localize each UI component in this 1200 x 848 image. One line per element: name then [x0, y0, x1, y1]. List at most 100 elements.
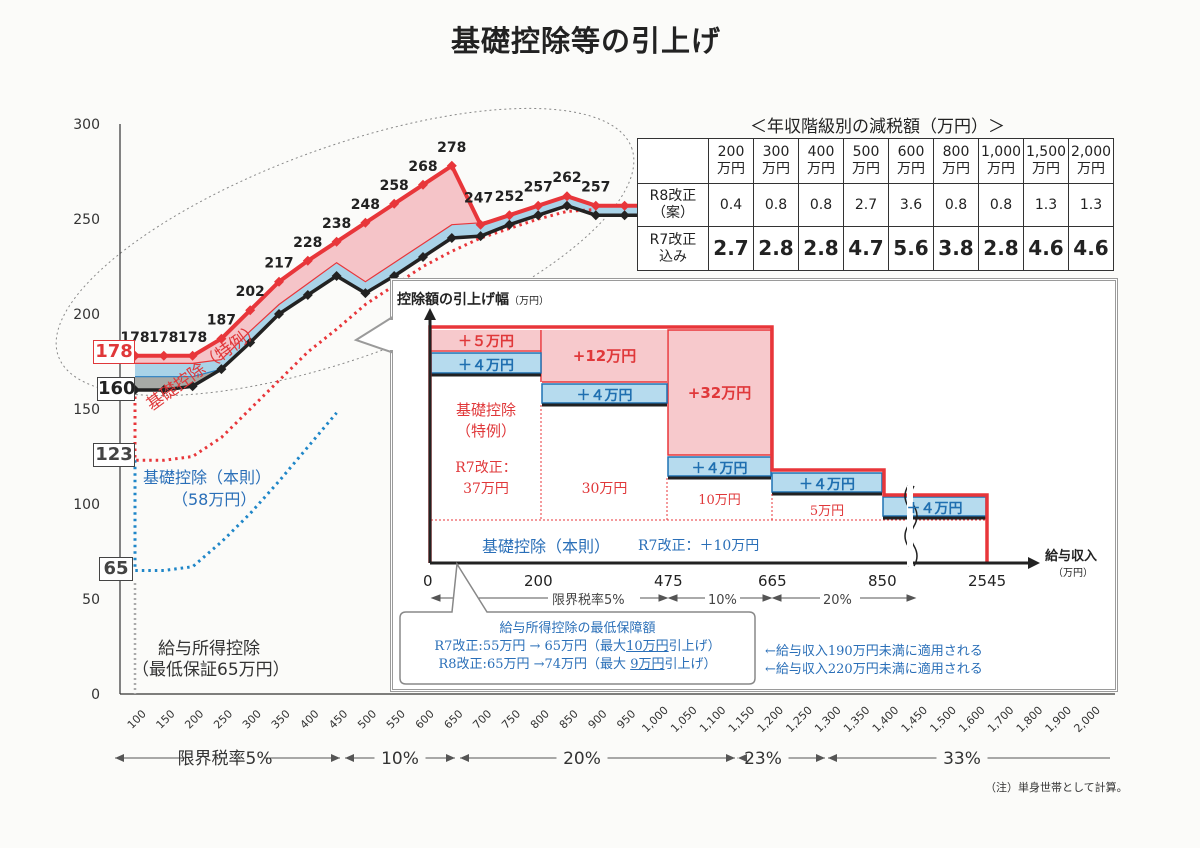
- r7-marker: [187, 381, 198, 392]
- r8-increment-area: [667, 329, 772, 456]
- table-header-row: 200 万円 300 万円 400 万円 500 万円 600 万円 800 万円 1,000 万円 1,5…: [637, 138, 1114, 184]
- r7-start-label: 160: [97, 377, 136, 401]
- arrow-left-icon: [460, 754, 469, 762]
- table-cell: 0.8: [798, 183, 844, 227]
- r8-increment-0-200: ＋５万円: [458, 334, 514, 350]
- table-cell: 4.7: [843, 226, 889, 271]
- arrow-left-icon: [828, 754, 837, 762]
- y-tick-label: 100: [73, 497, 100, 513]
- table-cell: 0.8: [933, 183, 979, 227]
- r8-value-label: 217: [264, 256, 293, 272]
- r7-amount-665-850: 5万円: [809, 504, 845, 519]
- r7-marker: [158, 385, 169, 395]
- table-cell: 2.7: [708, 226, 754, 271]
- y-tick-label: 50: [82, 592, 100, 608]
- r8-value-label: 248: [351, 197, 380, 213]
- page-title: 基礎控除等の引上げ: [450, 24, 721, 58]
- arrow-right-icon: [331, 754, 340, 762]
- row-header: R8改正 （案）: [637, 183, 709, 227]
- r8-value-label: 258: [380, 178, 409, 194]
- r8-marker: [389, 198, 400, 209]
- inset-x-tick: 0: [423, 572, 433, 590]
- r8-value-label: 178: [149, 330, 178, 346]
- r8-marker: [590, 200, 601, 211]
- r7-marker: [245, 337, 256, 348]
- r8-marker: [475, 219, 486, 230]
- r8-value-label: 187: [207, 313, 236, 329]
- special-deduction-title: 基礎控除 （特例）: [431, 400, 541, 442]
- table-cell: 5.6: [888, 226, 934, 271]
- table-cell: 3.8: [933, 226, 979, 271]
- arrow-left-icon: [345, 754, 354, 762]
- special-start-label: 123: [93, 443, 135, 467]
- column-header: 400 万円: [798, 138, 844, 184]
- arrow-left-icon: [115, 754, 124, 762]
- r7-marker: [274, 309, 284, 319]
- salary-callout: [399, 561, 756, 685]
- r8-value-label: 238: [322, 216, 351, 232]
- r8-marker: [302, 255, 313, 266]
- r8-marker: [274, 276, 284, 287]
- r7-marker: [533, 210, 544, 221]
- blue-increment-area: [541, 383, 668, 404]
- table-cell: 4.6: [1068, 226, 1114, 271]
- callout-title: 給与所得控除の最低保障額: [499, 621, 656, 636]
- special-title-line: （特例）: [455, 422, 516, 440]
- y-tick-label: 250: [73, 212, 100, 228]
- y-tick-label: 300: [73, 117, 100, 133]
- r7-marker: [562, 200, 572, 211]
- callout-r8-amount: 9万円: [630, 657, 665, 672]
- table-cell: 0.4: [708, 183, 754, 227]
- inset-pointer: [353, 316, 392, 354]
- blue-increment-label: ＋４万円: [691, 461, 748, 477]
- blue-increment-area: [771, 472, 883, 493]
- arrow-right-icon: [726, 754, 735, 762]
- table-row: R7改正 込み 2.7 2.8 2.8 4.7 5.6 3.8 2.8 4.6 4.6: [637, 226, 1114, 271]
- arrow-left-icon: [738, 754, 747, 762]
- tax-rate-label: 限界税率5%: [178, 749, 273, 769]
- r8-value-label: 228: [293, 235, 322, 251]
- table-cell: 0.8: [978, 183, 1024, 227]
- inset-x-tick: 475: [654, 572, 683, 590]
- callout-r7-pre: R7改正:55万円 → 65万円（最大: [434, 639, 627, 654]
- callout-note-r8: ←給与収入220万円未満に適用される: [765, 662, 983, 677]
- special-r7-amount: R7改正： 37万円: [431, 458, 541, 500]
- inset-x-label: 給与収入: [1045, 549, 1098, 564]
- salary-deduction-amount: （最低保証65万円）: [132, 660, 290, 680]
- row-header: R7改正 込み: [637, 226, 709, 271]
- r8-value-label: 278: [437, 140, 466, 156]
- table-title: ＜年収階級別の減税額（万円）＞: [750, 117, 1005, 137]
- r8-marker: [360, 217, 371, 228]
- basic-deduction-amount: （58万円）: [172, 490, 257, 509]
- tax-rate-label: 33%: [943, 749, 981, 769]
- r8-marker: [619, 200, 630, 211]
- y-tick-label: 200: [73, 307, 100, 323]
- r7-marker: [418, 252, 428, 262]
- blue-increment-label: ＋４万円: [799, 477, 855, 493]
- special-r7-line: 37万円: [463, 481, 509, 497]
- r7-marker: [619, 210, 630, 221]
- column-header: 800 万円: [933, 138, 979, 184]
- r7-amount-200-475: 30万円: [581, 481, 628, 497]
- r7-marker: [590, 210, 601, 221]
- basic-deduction-line: [133, 411, 338, 572]
- r7-marker: [216, 364, 227, 375]
- special-r7-line: R7改正：: [455, 460, 517, 476]
- r8-increase-area: [135, 165, 654, 364]
- footnote: （注）単身世帯として計算。: [985, 781, 1128, 794]
- tax-rate-label: 10%: [381, 749, 419, 769]
- r8-value-label: 257: [581, 180, 610, 196]
- salary-callout-text: 給与所得控除の最低保障額 R7改正:55万円 → 65万円（最大10万円引上げ）…: [400, 620, 755, 674]
- r8-value-label: 202: [236, 284, 265, 300]
- r8-marker: [331, 236, 342, 247]
- blue-increment-label: ＋４万円: [458, 358, 514, 374]
- r8-increment-area: [431, 330, 541, 350]
- callout-r7-amount: 10万円: [626, 639, 669, 654]
- callout-r8-pre: R8改正:65万円 →74万円（最大: [438, 657, 631, 672]
- r8-increment-area: [542, 330, 667, 382]
- r8-value-label: 257: [524, 180, 553, 196]
- r8-marker: [245, 305, 256, 316]
- salary-min-label: 65: [99, 557, 133, 581]
- r8-start-label: 178: [93, 340, 135, 364]
